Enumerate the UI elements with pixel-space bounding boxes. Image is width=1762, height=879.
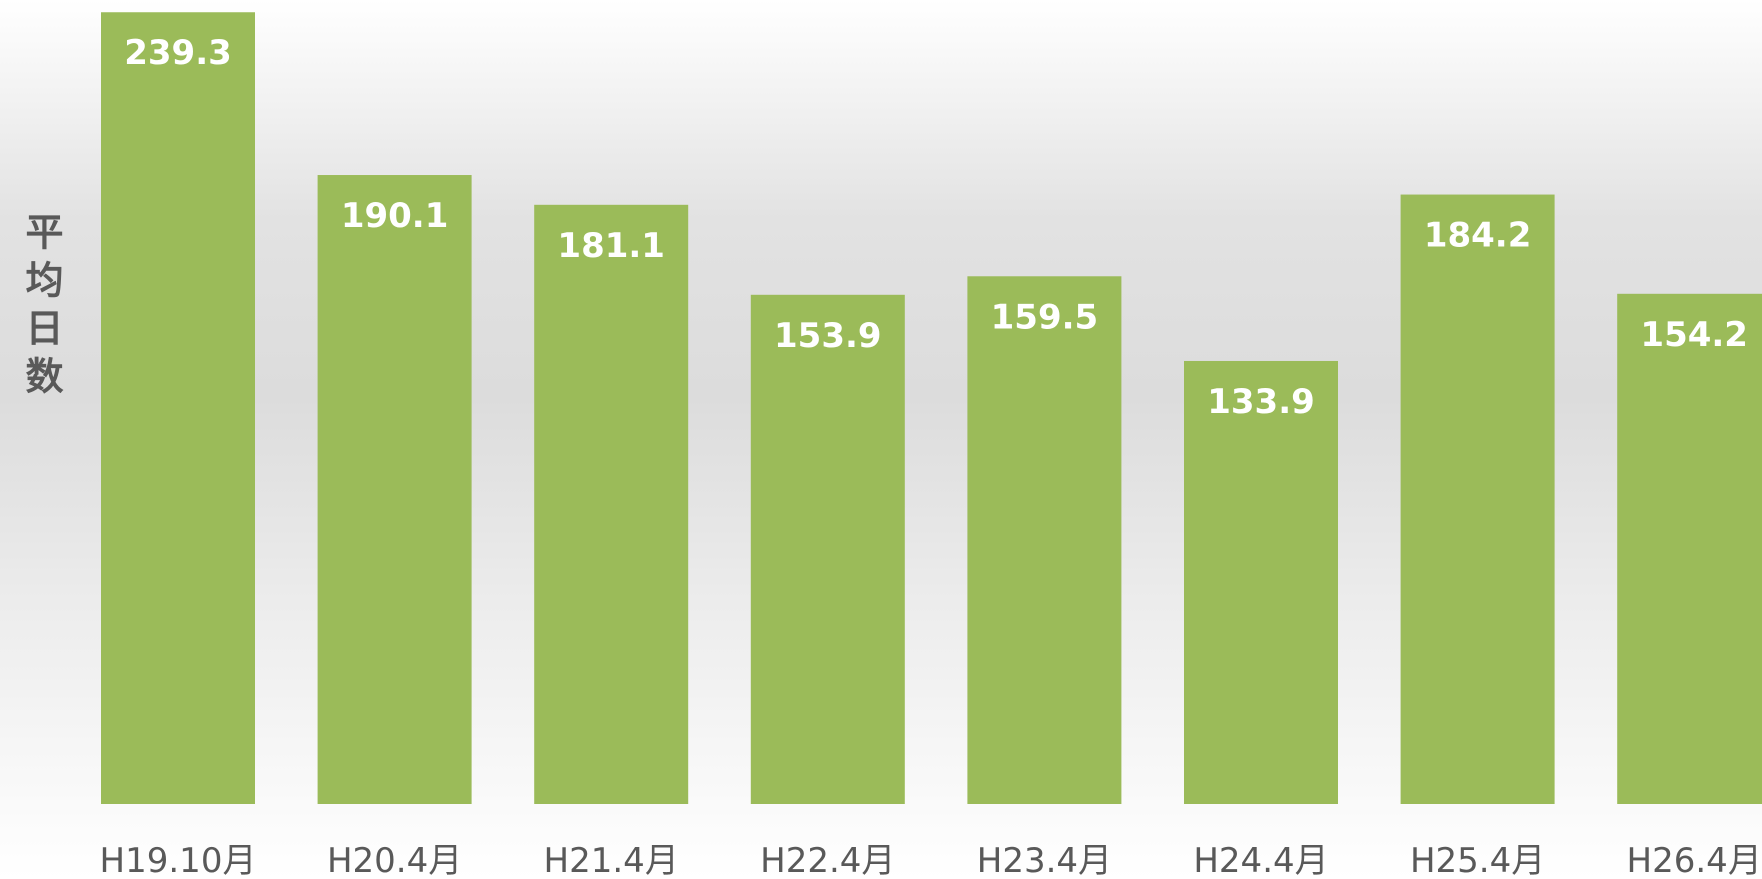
bar — [1617, 293, 1762, 804]
x-tick-label: H20.4月 — [327, 841, 462, 879]
x-tick-label: H19.10月 — [100, 841, 257, 879]
x-tick-label: H24.4月 — [1193, 841, 1328, 879]
value-label: 154.2 — [1640, 315, 1748, 355]
bar — [1400, 194, 1555, 804]
value-label: 153.9 — [774, 316, 882, 356]
bar — [967, 276, 1122, 804]
bar — [534, 204, 689, 804]
bar — [1184, 360, 1338, 804]
x-tick-label: H26.4月 — [1627, 841, 1762, 879]
bar — [750, 294, 905, 804]
value-label: 181.1 — [557, 226, 665, 266]
value-label: 190.1 — [341, 196, 449, 236]
bar — [101, 12, 255, 804]
bar — [317, 175, 472, 804]
value-label: 239.3 — [124, 33, 232, 73]
x-tick-label: H23.4月 — [977, 841, 1112, 879]
value-label: 159.5 — [991, 297, 1099, 337]
value-label: 133.9 — [1207, 382, 1315, 422]
x-tick-label: H22.4月 — [760, 841, 895, 879]
x-tick-label: H25.4月 — [1410, 841, 1545, 879]
value-label: 184.2 — [1424, 216, 1532, 256]
y-axis-label: 平均日数 — [19, 212, 63, 404]
x-tick-label: H21.4月 — [544, 841, 679, 879]
